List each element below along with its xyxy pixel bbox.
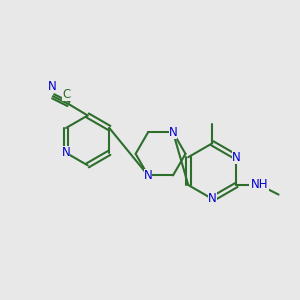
Text: N: N <box>169 126 177 139</box>
Text: N: N <box>144 169 152 182</box>
Text: N: N <box>232 151 241 164</box>
Text: N: N <box>62 146 70 159</box>
Text: NH: NH <box>251 178 268 191</box>
Text: C: C <box>62 88 71 101</box>
Text: N: N <box>48 80 57 93</box>
Text: N: N <box>208 192 217 206</box>
